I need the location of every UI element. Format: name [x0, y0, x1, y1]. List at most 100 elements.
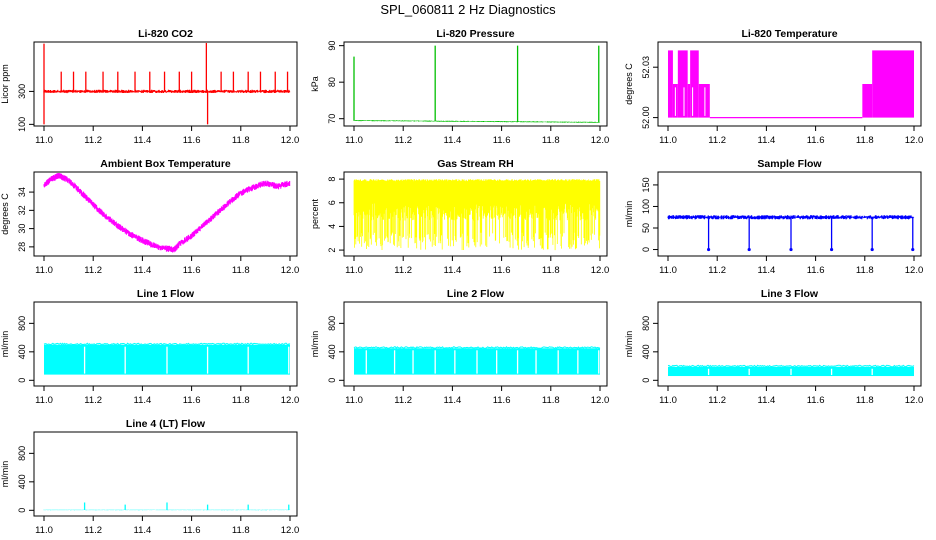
x-tick-label: 11.0	[35, 135, 53, 146]
x-tick-label: 12.0	[591, 135, 610, 146]
x-tick-label: 11.2	[394, 265, 412, 276]
y-tick-label: 800	[327, 316, 337, 331]
plot-frame	[343, 301, 608, 387]
chart-panel-10: Line 4 (LT) Flow ml/min 11.0 11.2 11.4 11.6 11…	[0, 418, 299, 536]
data-point	[789, 247, 793, 252]
data-point	[747, 247, 751, 252]
y-tick-label: 400	[327, 344, 337, 359]
x-tick-label: 11.6	[493, 395, 511, 406]
x-tick-label: 11.0	[659, 395, 677, 406]
y-tick-label: 400	[17, 474, 27, 489]
plot-frame	[33, 41, 298, 127]
y-tick-label: 0	[641, 247, 651, 252]
x-tick-label: 11.4	[134, 135, 152, 146]
x-tick-label: 11.6	[183, 265, 201, 276]
x-tick-label: 11.2	[708, 135, 726, 146]
y-tick-label: 100	[641, 199, 651, 214]
y-tick-label: 800	[17, 446, 27, 461]
x-tick-label: 11.4	[758, 395, 776, 406]
x-tick-label: 11.8	[232, 135, 250, 146]
plot-frame	[343, 171, 608, 257]
data-band	[690, 50, 699, 118]
x-tick-label: 11.2	[708, 395, 726, 406]
y-tick-label: 0	[17, 508, 27, 513]
y-tick-label: 30	[17, 224, 27, 234]
plot-frame	[657, 41, 922, 127]
plot-frame	[33, 301, 298, 387]
x-tick-label: 12.0	[905, 135, 924, 146]
x-tick-label: 11.0	[345, 135, 363, 146]
x-tick-label: 11.6	[493, 135, 511, 146]
x-tick-label: 11.8	[542, 135, 560, 146]
y-tick-label: 100	[17, 117, 27, 132]
y-tick-label: 52.03	[641, 56, 651, 79]
x-tick-label: 11.6	[807, 395, 825, 406]
x-tick-label: 11.2	[84, 265, 102, 276]
y-tick-label: 300	[17, 84, 27, 99]
x-tick-label: 11.8	[232, 265, 250, 276]
chart-panel-1: Li-820 CO2 Licor ppm 11.0 11.2 11.4 11.6 11.8 1…	[0, 28, 299, 146]
x-tick-label: 12.0	[281, 135, 300, 146]
y-tick-label: 150	[641, 177, 651, 192]
data-line	[43, 173, 291, 253]
data-band	[687, 84, 691, 118]
chart-title: Line 1 Flow	[137, 288, 195, 300]
x-tick-label: 11.6	[807, 135, 825, 146]
data-line	[353, 120, 601, 123]
y-axis-label: ml/min	[0, 461, 10, 488]
data-line	[667, 364, 915, 368]
data-band	[862, 84, 873, 118]
data-point	[870, 247, 874, 252]
x-tick-label: 11.8	[856, 265, 874, 276]
x-tick-label: 11.2	[394, 135, 412, 146]
data-band	[677, 50, 688, 118]
x-tick-label: 11.2	[84, 395, 102, 406]
plot-frame	[657, 171, 922, 257]
data-line	[43, 509, 291, 511]
x-tick-label: 11.0	[659, 265, 677, 276]
data-band	[698, 84, 710, 118]
x-tick-label: 11.0	[35, 395, 53, 406]
y-tick-label: 0	[327, 378, 337, 383]
x-tick-label: 11.4	[444, 395, 462, 406]
y-tick-label: 52.00	[641, 106, 651, 129]
data-point	[911, 247, 915, 252]
y-axis-label: ml/min	[0, 331, 10, 358]
y-tick-label: 4	[327, 224, 337, 229]
x-tick-label: 11.2	[394, 395, 412, 406]
chart-panel-3: Li-820 Temperature degrees C 11.0 11.2 11.4 1…	[624, 28, 923, 146]
chart-title: Line 2 Flow	[447, 288, 505, 300]
x-tick-label: 12.0	[591, 395, 610, 406]
plot-frame	[33, 431, 298, 517]
x-tick-label: 11.0	[345, 395, 363, 406]
x-tick-label: 11.8	[856, 135, 874, 146]
x-tick-label: 11.8	[232, 525, 250, 536]
data-band	[668, 50, 673, 118]
x-tick-label: 11.8	[232, 395, 250, 406]
chart-title: Gas Stream RH	[437, 158, 513, 170]
x-tick-label: 11.0	[35, 525, 53, 536]
data-line	[353, 179, 601, 251]
y-tick-label: 2	[327, 248, 337, 253]
y-tick-label: 90	[327, 41, 337, 51]
x-tick-label: 12.0	[591, 265, 610, 276]
plot-frame	[657, 301, 922, 387]
y-axis-label: Licor ppm	[0, 64, 10, 104]
x-tick-label: 11.2	[84, 525, 102, 536]
x-tick-label: 12.0	[281, 525, 300, 536]
chart-panel-8: Line 2 Flow ml/min 11.0 11.2 11.4 11.6 11.8 12.…	[310, 288, 609, 406]
chart-panel-9: Line 3 Flow ml/min 11.0 11.2 11.4 11.6 11.8 12.…	[624, 288, 923, 406]
x-tick-label: 11.6	[183, 135, 201, 146]
data-line	[353, 346, 601, 350]
y-tick-label: 0	[641, 378, 651, 383]
data-point	[829, 247, 834, 252]
y-axis-label: kPa	[310, 76, 320, 92]
y-tick-label: 28	[17, 242, 27, 252]
x-tick-label: 11.4	[758, 135, 776, 146]
chart-panel-4: Ambient Box Temperature degrees C 11.0 11.2…	[0, 158, 299, 276]
x-tick-label: 12.0	[281, 395, 300, 406]
y-tick-label: 70	[327, 114, 337, 124]
x-tick-label: 11.8	[856, 395, 874, 406]
x-tick-label: 11.0	[659, 135, 677, 146]
y-axis-label: ml/min	[624, 331, 634, 358]
